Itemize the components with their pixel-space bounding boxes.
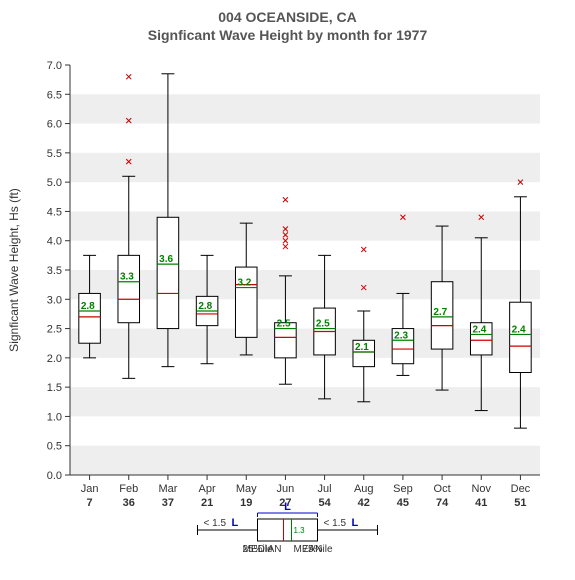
mean-value-label: 2.4: [472, 324, 486, 335]
chart-title-1: 004 OCEANSIDE, CA: [218, 9, 356, 25]
category-label: Aug: [354, 483, 374, 495]
count-label: 51: [514, 497, 526, 509]
grid-band: [70, 270, 540, 299]
count-label: 45: [397, 497, 409, 509]
category-label: May: [236, 483, 257, 495]
mean-value-label: 3.2: [237, 278, 251, 289]
mean-value-label: 2.1: [355, 342, 369, 353]
y-tick-label: 4.5: [47, 206, 62, 218]
count-label: 36: [123, 497, 135, 509]
y-tick-label: 0.0: [47, 470, 62, 482]
y-tick-label: 6.0: [47, 119, 62, 131]
legend-whisker-label-right: < 1.5: [324, 518, 347, 529]
count-label: 21: [201, 497, 213, 509]
grid-band: [70, 94, 540, 123]
category-label: Nov: [471, 483, 491, 495]
mean-value-label: 3.6: [159, 254, 173, 265]
mean-value-label: 3.3: [120, 272, 134, 283]
mean-value-label: 2.4: [512, 324, 526, 335]
category-label: Jun: [277, 483, 295, 495]
mean-value-label: 2.8: [81, 301, 95, 312]
y-tick-label: 1.5: [47, 382, 62, 394]
grid-band: [70, 153, 540, 182]
legend-mean-num: 1.3: [294, 526, 306, 535]
category-label: Feb: [119, 483, 138, 495]
y-tick-label: 3.5: [47, 265, 62, 277]
box: [118, 255, 140, 322]
y-tick-label: 5.0: [47, 177, 62, 189]
legend-box: [258, 519, 318, 541]
mean-value-label: 2.5: [277, 319, 291, 330]
mean-value-label: 2.7: [433, 307, 447, 318]
category-label: Oct: [434, 483, 451, 495]
y-tick-label: 6.5: [47, 89, 62, 101]
box: [157, 217, 179, 328]
y-tick-label: 3.0: [47, 294, 62, 306]
mean-value-label: 2.3: [394, 330, 408, 341]
y-axis-label: Signficant Wave Height, Hs (ft): [7, 188, 21, 352]
grid-band: [70, 329, 540, 358]
box: [510, 302, 532, 372]
grid-band: [70, 446, 540, 475]
count-label: 42: [358, 497, 370, 509]
mean-value-label: 2.5: [316, 319, 330, 330]
category-label: Apr: [199, 483, 216, 495]
count-label: 41: [475, 497, 487, 509]
legend-whisker-L-left: L: [232, 517, 239, 529]
count-label: 37: [162, 497, 174, 509]
y-tick-label: 7.0: [47, 60, 62, 72]
legend-whisker-L-right: L: [352, 517, 359, 529]
count-label: 74: [436, 497, 449, 509]
legend-whisker-label-left: < 1.5: [204, 518, 227, 529]
category-label: Sep: [393, 483, 413, 495]
y-tick-label: 2.5: [47, 324, 62, 336]
y-tick-label: 0.5: [47, 441, 62, 453]
count-label: 7: [87, 497, 93, 509]
legend-q1-label: 25%ile: [242, 544, 272, 555]
chart-title-2: Signficant Wave Height by month for 1977: [148, 27, 428, 43]
legend-q3-label: 75%ile: [302, 544, 332, 555]
count-label: 54: [318, 497, 331, 509]
grid-band: [70, 387, 540, 416]
boxplot-chart: 004 OCEANSIDE, CA Signficant Wave Height …: [0, 0, 575, 580]
category-label: Jan: [81, 483, 99, 495]
category-label: Mar: [158, 483, 177, 495]
y-tick-label: 5.5: [47, 148, 62, 160]
y-tick-label: 2.0: [47, 353, 62, 365]
grid-band: [70, 211, 540, 240]
count-label: 19: [240, 497, 252, 509]
y-tick-label: 1.0: [47, 411, 62, 423]
mean-value-label: 2.8: [198, 301, 212, 312]
chart-svg: 004 OCEANSIDE, CA Signficant Wave Height …: [0, 0, 575, 580]
category-label: Jul: [318, 483, 332, 495]
y-tick-label: 4.0: [47, 236, 62, 248]
legend-L-label: L: [284, 501, 291, 513]
category-label: Dec: [511, 483, 531, 495]
